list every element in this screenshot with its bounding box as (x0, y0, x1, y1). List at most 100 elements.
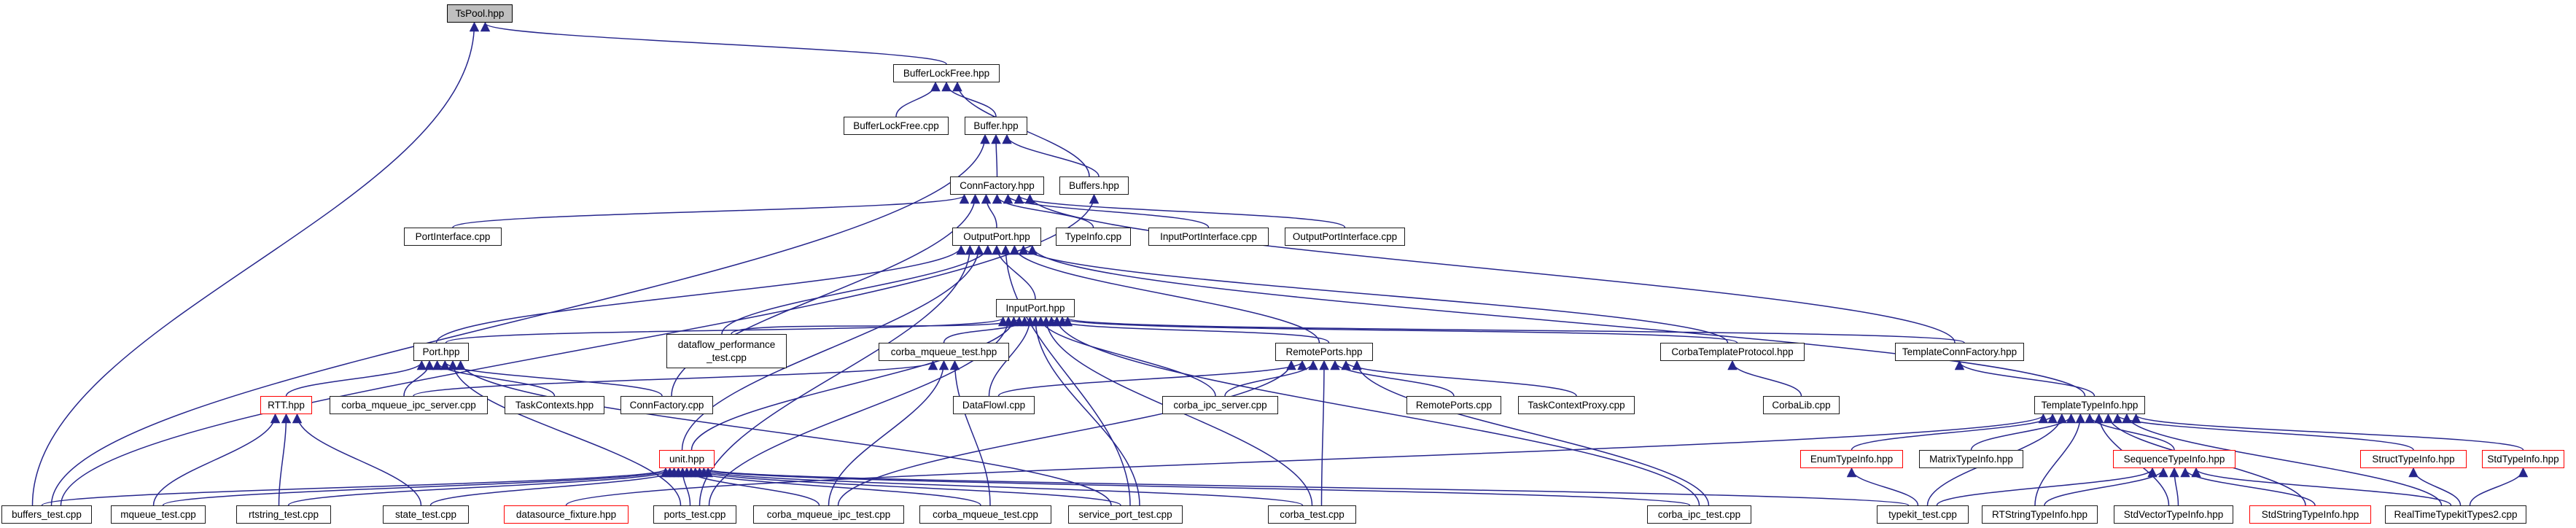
edge-corba_ipc_server_cpp-to-inputport_hpp (1035, 316, 1216, 397)
edge-typeinfo_cpp-to-connfactory_hpp (992, 193, 1094, 228)
node-dataflow_perf[interactable]: dataflow_performance _test.cpp (666, 334, 787, 368)
edge-corba_test-to-unit_hpp (695, 467, 1304, 506)
edge-templateconnfactory_hpp-to-connfactory_hpp (1024, 193, 1956, 343)
node-remoteports_cpp[interactable]: RemotePorts.cpp (1406, 396, 1501, 414)
edge-rtstring_test-to-unit_hpp (287, 467, 680, 506)
node-stdstringtypeinfo[interactable]: StdStringTypeInfo.hpp (2249, 505, 2371, 524)
edge-typekit_test-to-unit_hpp (704, 467, 1910, 506)
node-corbalib_cpp[interactable]: CorbaLib.cpp (1763, 396, 1840, 414)
node-taskcontextproxy_cpp[interactable]: TaskContextProxy.cpp (1518, 396, 1635, 414)
node-enumtypeinfo_hpp[interactable]: EnumTypeInfo.hpp (1800, 450, 1903, 468)
node-matrixtypeinfo_hpp[interactable]: MatrixTypeInfo.hpp (1919, 450, 2023, 468)
edge-corba_mqueue_ipc_server_cpp-to-port_hpp (403, 360, 435, 397)
edge-buffers_test-to-buffer_hpp (50, 133, 990, 506)
edge-corbalib_cpp-to-corbatemplateprotocol_hpp (1727, 360, 1802, 397)
edge-connfactory_cpp-to-port_hpp (440, 360, 663, 397)
node-port_hpp[interactable]: Port.hpp (413, 343, 469, 361)
node-service_port_test[interactable]: service_port_test.cpp (1068, 505, 1183, 524)
edge-corbatemplateprotocol_hpp-to-outputport_hpp (1019, 244, 1729, 343)
edge-realtimetypekittypes2-to-sequencetypeinfo_hpp (2191, 467, 2452, 506)
node-outputport_hpp[interactable]: OutputPort.hpp (952, 228, 1041, 246)
node-portinterface_cpp[interactable]: PortInterface.cpp (404, 228, 502, 246)
node-outputportinterface_cpp[interactable]: OutputPortInterface.cpp (1285, 228, 1405, 246)
node-inputport_hpp[interactable]: InputPort.hpp (996, 299, 1075, 317)
node-corba_ipc_server_cpp[interactable]: corba_ipc_server.cpp (1162, 396, 1278, 414)
edge-corba_ipc_test-to-inputport_hpp (1051, 316, 1700, 506)
edge-service_port_test-to-unit_hpp (690, 467, 1121, 506)
edge-buffer_hpp-to-bufferlockfree_hpp (941, 81, 997, 117)
node-connfactory_cpp[interactable]: ConnFactory.cpp (620, 396, 713, 414)
node-inputportinterface_cpp[interactable]: InputPortInterface.cpp (1148, 228, 1269, 246)
edge-corba_mqueue_ipc_test-to-corba_mqueue_test_hpp (828, 360, 949, 506)
node-corba_test[interactable]: corba_test.cpp (1268, 505, 1356, 524)
edge-dataflowi_cpp-to-inputport_hpp (988, 316, 1035, 397)
node-tspool: TsPool.hpp (447, 4, 513, 23)
node-sequencetypeinfo_hpp[interactable]: SequenceTypeInfo.hpp (2113, 450, 2235, 468)
node-rtstring_test[interactable]: rtstring_test.cpp (236, 505, 331, 524)
node-buffer_hpp[interactable]: Buffer.hpp (965, 117, 1027, 135)
node-templateconnfactory_hpp[interactable]: TemplateConnFactory.hpp (1895, 343, 2024, 361)
node-remoteports_hpp[interactable]: RemotePorts.hpp (1275, 343, 1373, 361)
node-state_test[interactable]: state_test.cpp (383, 505, 469, 524)
edge-corba_ipc_test-to-unit_hpp (699, 467, 1691, 506)
node-connfactory_hpp[interactable]: ConnFactory.hpp (950, 176, 1044, 195)
edge-port_hpp-to-outputport_hpp (435, 244, 966, 343)
node-typeinfo_cpp[interactable]: TypeInfo.cpp (1056, 228, 1131, 246)
node-buffers_hpp[interactable]: Buffers.hpp (1059, 176, 1129, 195)
edge-realtimetypekittypes2-to-templatetypeinfo_hpp (2122, 413, 2443, 506)
node-corba_mqueue_ipc_test[interactable]: corba_mqueue_ipc_test.cpp (753, 505, 904, 524)
node-stdvectortypeinfo[interactable]: StdVectorTypeInfo.hpp (2114, 505, 2233, 524)
edge-matrixtypeinfo_hpp-to-templatetypeinfo_hpp (1970, 413, 2077, 451)
edge-buffers_hpp-to-buffer_hpp (1002, 133, 1100, 177)
node-typekit_test[interactable]: typekit_test.cpp (1877, 505, 1969, 524)
edge-structtypeinfo_hpp-to-templatetypeinfo_hpp (2112, 413, 2414, 451)
edge-stdvectortypeinfo-to-sequencetypeinfo_hpp (2169, 467, 2179, 506)
node-corba_mqueue_ipc_server_cpp[interactable]: corba_mqueue_ipc_server.cpp (330, 396, 488, 414)
node-stdtypeinfo_hpp[interactable]: StdTypeInfo.hpp (2482, 450, 2564, 468)
node-templatetypeinfo_hpp[interactable]: TemplateTypeInfo.hpp (2034, 396, 2145, 414)
edge-bufferlockfree_cpp-to-bufferlockfree_hpp (895, 81, 941, 117)
node-corba_ipc_test[interactable]: corba_ipc_test.cpp (1647, 505, 1751, 524)
edge-typekit_test-to-enumtypeinfo_hpp (1846, 467, 1919, 506)
edge-corba_mqueue_ipc_test-to-remoteports_hpp (837, 360, 1296, 506)
node-realtimetypekittypes2[interactable]: RealTimeTypekitTypes2.cpp (2385, 505, 2526, 524)
edge-state_test-to-rtt_hpp (292, 413, 422, 506)
node-buffers_test[interactable]: buffers_test.cpp (1, 505, 92, 524)
node-taskcontexts_hpp[interactable]: TaskContexts.hpp (505, 396, 604, 414)
node-rtt_hpp[interactable]: RTT.hpp (260, 396, 312, 414)
node-structtypeinfo_hpp[interactable]: StructTypeInfo.hpp (2360, 450, 2467, 468)
edge-remoteports_cpp-to-remoteports_hpp (1330, 360, 1455, 397)
node-dataflowi_cpp[interactable]: DataFlowI.cpp (953, 396, 1035, 414)
edge-realtimetypekittypes2-to-stdtypeinfo_hpp (2469, 467, 2529, 506)
edge-templatetypeinfo_hpp-to-outputport_hpp (1027, 244, 2086, 397)
edge-rtstring_test-to-rtt_hpp (278, 413, 292, 506)
node-unit_hpp[interactable]: unit.hpp (659, 450, 715, 468)
node-mqueue_test[interactable]: mqueue_test.cpp (111, 505, 206, 524)
edge-templateconnfactory_hpp-to-inputport_hpp (1063, 316, 1965, 343)
node-corbatemplateprotocol_hpp[interactable]: CorbaTemplateProtocol.hpp (1660, 343, 1805, 361)
edge-rtstringtypeinfo-to-templatetypeinfo_hpp (2034, 413, 2086, 506)
edge-templatetypeinfo_hpp-to-templateconnfactory_hpp (1954, 360, 2096, 397)
node-rtstringtypeinfo[interactable]: RTStringTypeInfo.hpp (1982, 505, 2098, 524)
edge-mqueue_test-to-rtt_hpp (152, 413, 281, 506)
edge-port_hpp-to-inputport_hpp (445, 316, 1008, 343)
edge-dataflow_perf-to-outputport_hpp (721, 244, 993, 335)
edge-datasource_fixture-to-templatetypeinfo_hpp (565, 413, 2048, 506)
node-datasource_fixture[interactable]: datasource_fixture.hpp (504, 505, 629, 524)
edge-taskcontextproxy_cpp-to-remoteports_hpp (1341, 360, 1577, 397)
edge-outputport_hpp-to-connfactory_hpp (981, 193, 997, 228)
node-bufferlockfree_hpp[interactable]: BufferLockFree.hpp (893, 64, 1000, 82)
node-ports_test[interactable]: ports_test.cpp (653, 505, 736, 524)
edge-corba_mqueue_ipc_server_cpp-to-corba_mqueue_test_hpp (413, 360, 938, 397)
node-corba_mqueue_test_hpp[interactable]: corba_mqueue_test.hpp (879, 343, 1009, 361)
edge-state_test-to-unit_hpp (429, 467, 683, 506)
edge-connfactory_hpp-to-buffer_hpp (991, 133, 1001, 177)
edge-corba_ipc_test-to-remoteports_hpp (1352, 360, 1710, 506)
node-bufferlockfree_cpp[interactable]: BufferLockFree.cpp (844, 117, 949, 135)
edge-stdstringtypeinfo-to-sequencetypeinfo_hpp (2180, 467, 2316, 506)
edge-corba_mqueue_test_hpp-to-inputport_hpp (943, 316, 1030, 343)
node-corba_mqueue_test_cpp[interactable]: corba_mqueue_test.cpp (919, 505, 1051, 524)
edge-corba_test-to-remoteports_hpp (1319, 360, 1329, 506)
